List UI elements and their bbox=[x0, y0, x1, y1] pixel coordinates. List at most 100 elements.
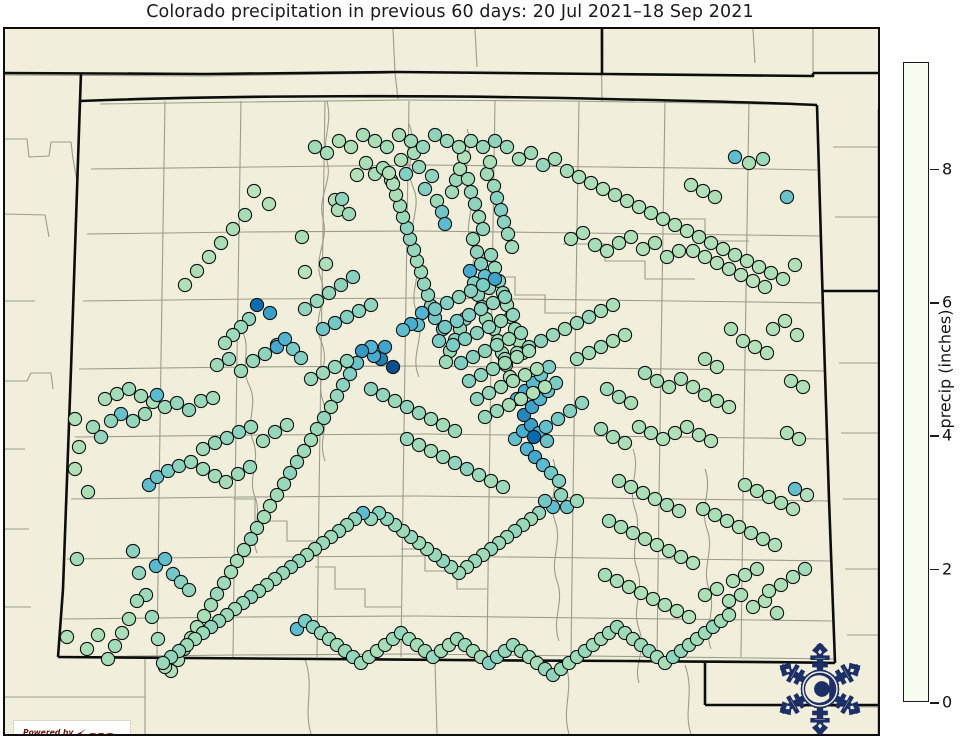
station-marker[interactable] bbox=[209, 586, 225, 602]
station-marker[interactable] bbox=[593, 421, 609, 437]
station-marker[interactable] bbox=[399, 399, 415, 415]
station-marker[interactable] bbox=[523, 145, 539, 161]
station-marker[interactable] bbox=[181, 582, 197, 598]
station-marker[interactable] bbox=[655, 211, 671, 227]
station-marker[interactable] bbox=[581, 345, 597, 361]
station-marker[interactable] bbox=[100, 651, 116, 667]
station-marker[interactable] bbox=[563, 231, 579, 247]
station-marker[interactable] bbox=[411, 437, 427, 453]
station-marker[interactable] bbox=[423, 443, 439, 459]
station-marker[interactable] bbox=[773, 577, 789, 593]
station-marker[interactable] bbox=[789, 327, 805, 343]
station-marker[interactable] bbox=[707, 189, 723, 205]
station-marker[interactable] bbox=[501, 331, 517, 347]
station-marker[interactable] bbox=[538, 419, 554, 435]
station-marker[interactable] bbox=[375, 387, 391, 403]
station-marker[interactable] bbox=[309, 293, 325, 309]
station-marker[interactable] bbox=[485, 295, 501, 311]
station-marker[interactable] bbox=[529, 361, 545, 377]
station-marker[interactable] bbox=[501, 397, 517, 413]
station-marker[interactable] bbox=[157, 551, 173, 567]
station-marker[interactable] bbox=[67, 411, 83, 427]
station-marker[interactable] bbox=[799, 487, 815, 503]
station-marker[interactable] bbox=[535, 157, 551, 173]
station-marker[interactable] bbox=[201, 249, 217, 265]
station-marker[interactable] bbox=[217, 335, 233, 351]
station-marker[interactable] bbox=[461, 373, 477, 389]
station-marker[interactable] bbox=[581, 309, 597, 325]
station-marker[interactable] bbox=[574, 395, 590, 411]
station-marker[interactable] bbox=[423, 411, 439, 427]
station-marker[interactable] bbox=[294, 229, 310, 245]
station-marker[interactable] bbox=[80, 484, 96, 500]
station-marker[interactable] bbox=[497, 289, 513, 305]
station-marker[interactable] bbox=[453, 355, 469, 371]
station-marker[interactable] bbox=[309, 421, 325, 437]
station-marker[interactable] bbox=[435, 449, 451, 465]
station-marker[interactable] bbox=[285, 341, 301, 357]
station-marker[interactable] bbox=[569, 315, 585, 331]
station-marker[interactable] bbox=[459, 461, 475, 477]
station-marker[interactable] bbox=[483, 473, 499, 489]
station-marker[interactable] bbox=[769, 605, 785, 621]
station-marker[interactable] bbox=[779, 189, 795, 205]
station-marker[interactable] bbox=[318, 256, 334, 272]
station-marker[interactable] bbox=[647, 491, 663, 507]
station-marker[interactable] bbox=[343, 139, 359, 155]
station-marker[interactable] bbox=[669, 603, 685, 619]
station-marker[interactable] bbox=[393, 152, 409, 168]
station-marker[interactable] bbox=[367, 133, 383, 149]
station-marker[interactable] bbox=[691, 229, 707, 245]
station-marker[interactable] bbox=[69, 551, 85, 567]
station-marker[interactable] bbox=[395, 322, 411, 338]
station-marker[interactable] bbox=[553, 487, 569, 503]
station-marker[interactable] bbox=[424, 168, 440, 184]
station-marker[interactable] bbox=[767, 537, 783, 553]
station-marker[interactable] bbox=[721, 593, 737, 609]
station-marker[interactable] bbox=[303, 371, 319, 387]
station-marker[interactable] bbox=[723, 321, 739, 337]
station-marker[interactable] bbox=[647, 235, 663, 251]
station-marker[interactable] bbox=[473, 367, 489, 383]
station-marker[interactable] bbox=[749, 483, 765, 499]
station-marker[interactable] bbox=[485, 361, 501, 377]
station-marker[interactable] bbox=[785, 501, 801, 517]
station-marker[interactable] bbox=[655, 431, 671, 447]
station-marker[interactable] bbox=[575, 225, 591, 241]
station-marker[interactable] bbox=[331, 133, 347, 149]
station-marker[interactable] bbox=[755, 531, 771, 547]
station-marker[interactable] bbox=[449, 313, 465, 329]
station-marker[interactable] bbox=[329, 388, 345, 404]
station-marker[interactable] bbox=[289, 454, 305, 470]
station-marker[interactable] bbox=[697, 249, 713, 265]
station-marker[interactable] bbox=[297, 301, 313, 317]
station-marker[interactable] bbox=[733, 587, 749, 603]
station-marker[interactable] bbox=[525, 385, 541, 401]
station-marker[interactable] bbox=[595, 181, 611, 197]
station-marker[interactable] bbox=[679, 223, 695, 239]
station-marker[interactable] bbox=[631, 419, 647, 435]
station-marker[interactable] bbox=[469, 244, 485, 260]
station-marker[interactable] bbox=[355, 127, 371, 143]
station-marker[interactable] bbox=[103, 413, 119, 429]
station-marker[interactable] bbox=[437, 216, 453, 232]
station-marker[interactable] bbox=[719, 513, 735, 529]
station-marker[interactable] bbox=[267, 424, 283, 440]
station-marker[interactable] bbox=[157, 399, 173, 415]
station-marker[interactable] bbox=[721, 261, 737, 277]
station-marker[interactable] bbox=[489, 403, 505, 419]
station-marker[interactable] bbox=[445, 337, 461, 353]
station-marker[interactable] bbox=[487, 133, 503, 149]
station-marker[interactable] bbox=[59, 629, 75, 645]
station-marker[interactable] bbox=[437, 319, 453, 335]
station-marker[interactable] bbox=[483, 247, 499, 263]
station-marker[interactable] bbox=[447, 423, 463, 439]
station-marker[interactable] bbox=[451, 289, 467, 305]
station-marker[interactable] bbox=[471, 467, 487, 483]
station-marker[interactable] bbox=[469, 325, 485, 341]
station-marker[interactable] bbox=[276, 476, 292, 492]
station-marker[interactable] bbox=[599, 243, 615, 259]
station-marker[interactable] bbox=[493, 313, 509, 329]
station-marker[interactable] bbox=[659, 249, 675, 265]
station-marker[interactable] bbox=[245, 353, 261, 369]
